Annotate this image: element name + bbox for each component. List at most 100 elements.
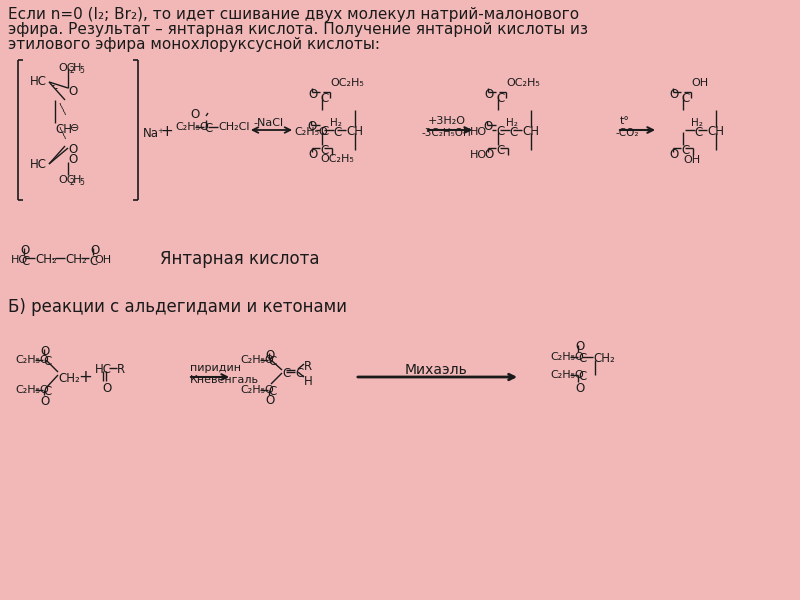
Text: O: O (308, 88, 318, 101)
Text: HO: HO (470, 127, 487, 137)
Text: этилового эфира монохлоруксусной кислоты:: этилового эфира монохлоруксусной кислоты… (8, 37, 380, 52)
Text: HO: HO (470, 150, 487, 160)
Text: OC₂H₅: OC₂H₅ (506, 78, 540, 88)
Text: C₂H₅O: C₂H₅O (550, 370, 584, 380)
Text: C₂H₅O: C₂H₅O (240, 385, 274, 395)
Text: C: C (681, 92, 690, 105)
Text: O: O (265, 349, 274, 362)
Text: C: C (333, 126, 342, 139)
Text: C: C (320, 144, 328, 157)
Text: O: O (68, 143, 78, 156)
Text: O: O (669, 148, 678, 161)
Text: O: O (40, 345, 50, 358)
Text: CH: CH (522, 125, 539, 138)
Text: C: C (496, 125, 504, 138)
Text: +: + (160, 124, 173, 139)
Text: R: R (117, 363, 125, 376)
Text: 5: 5 (79, 66, 84, 75)
Text: C: C (320, 92, 328, 105)
Text: R: R (304, 360, 312, 373)
Text: O: O (102, 382, 111, 395)
Text: Кневенгаль: Кневенгаль (190, 375, 259, 385)
Text: t°: t° (620, 116, 630, 126)
Text: O: O (669, 88, 678, 101)
Text: O: O (484, 88, 494, 101)
Text: CH₂: CH₂ (35, 253, 57, 266)
Text: H: H (304, 375, 313, 388)
Text: O: O (68, 85, 78, 98)
Text: HC: HC (30, 158, 47, 171)
Text: CH₂: CH₂ (593, 352, 614, 365)
Text: ⊖: ⊖ (70, 123, 79, 133)
Text: CH₂: CH₂ (58, 372, 80, 385)
Text: Б) реакции с альдегидами и кетонами: Б) реакции с альдегидами и кетонами (8, 298, 347, 316)
Text: C: C (295, 367, 303, 380)
Text: HC: HC (95, 363, 112, 376)
Text: Янтарная кислота: Янтарная кислота (160, 250, 319, 268)
Text: C: C (268, 355, 276, 368)
Text: H₂: H₂ (506, 118, 518, 128)
Text: C: C (578, 352, 586, 365)
Text: +: + (78, 368, 92, 386)
Text: +3H₂O: +3H₂O (428, 116, 466, 126)
Text: ·: · (51, 253, 55, 267)
Text: O: O (68, 153, 78, 166)
Text: C: C (43, 385, 51, 398)
Text: H: H (73, 63, 82, 73)
Text: эфира. Результат – янтарная кислота. Получение янтарной кислоты из: эфира. Результат – янтарная кислота. Пол… (8, 22, 588, 37)
Text: O: O (90, 244, 99, 257)
Text: Na⁺: Na⁺ (143, 127, 165, 140)
Text: HC: HC (30, 75, 47, 88)
Text: O: O (575, 382, 584, 395)
Text: OH: OH (94, 255, 111, 265)
Text: CH: CH (707, 125, 724, 138)
Text: 5: 5 (79, 178, 84, 187)
Text: OC: OC (58, 63, 74, 73)
Text: O: O (308, 148, 318, 161)
Text: -CO₂: -CO₂ (616, 128, 639, 138)
Text: 2: 2 (69, 66, 74, 75)
Text: -NaCl: -NaCl (253, 118, 283, 128)
Text: Михаэль: Михаэль (405, 363, 468, 377)
Text: O: O (484, 148, 494, 161)
Text: C: C (496, 144, 504, 157)
Text: C₂H₅O: C₂H₅O (175, 122, 209, 132)
Text: CH₂: CH₂ (65, 253, 86, 266)
Text: C: C (578, 370, 586, 383)
Text: OC: OC (58, 175, 74, 185)
Text: C: C (268, 385, 276, 398)
Text: O: O (40, 395, 50, 408)
Text: O: O (307, 120, 316, 133)
Text: OH: OH (683, 155, 700, 165)
Text: CH: CH (55, 123, 72, 136)
Text: H₂: H₂ (691, 118, 703, 128)
Text: C: C (694, 126, 702, 139)
Text: C: C (43, 355, 51, 368)
Text: O: O (20, 244, 30, 257)
Text: OC₂H₅: OC₂H₅ (330, 78, 364, 88)
Text: пиридин: пиридин (190, 363, 241, 373)
Text: O: O (265, 394, 274, 407)
Text: C: C (509, 126, 518, 139)
Text: -3C₂H₅OH: -3C₂H₅OH (422, 128, 472, 138)
Text: O: O (483, 120, 492, 133)
Text: H: H (73, 175, 82, 185)
Text: O: O (190, 108, 199, 121)
Text: C: C (320, 125, 328, 138)
Text: C: C (496, 92, 504, 105)
Text: C₂H₅O: C₂H₅O (240, 355, 274, 365)
Text: CH₂Cl: CH₂Cl (218, 122, 250, 132)
Text: C₂H₅O: C₂H₅O (294, 127, 328, 137)
Text: C: C (89, 255, 98, 268)
Text: OH: OH (691, 78, 708, 88)
Text: C: C (21, 255, 30, 268)
Text: C₂H₅O: C₂H₅O (15, 355, 49, 365)
Text: C₂H₅O: C₂H₅O (550, 352, 584, 362)
Text: C: C (204, 122, 212, 135)
Text: C₂H₅O: C₂H₅O (15, 385, 49, 395)
Text: O: O (575, 340, 584, 353)
Text: 2: 2 (69, 178, 74, 187)
Text: C: C (282, 367, 290, 380)
Text: H₂: H₂ (330, 118, 342, 128)
Text: CH: CH (346, 125, 363, 138)
